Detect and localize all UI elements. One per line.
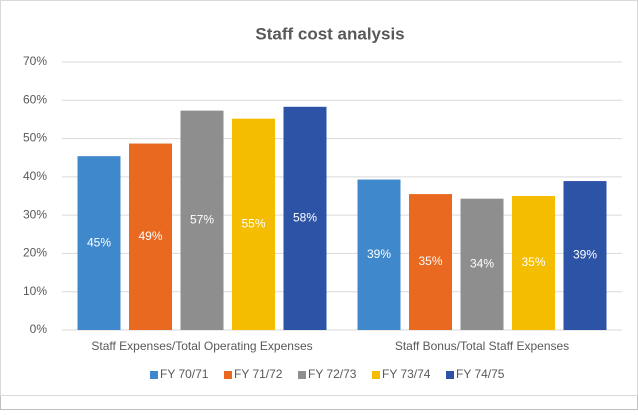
legend-label: FY 73/74 [382, 367, 431, 381]
bar [77, 156, 121, 330]
legend-swatch [372, 371, 380, 379]
bar [563, 181, 607, 330]
y-tick-label: 70% [23, 54, 47, 68]
x-tick-label: Staff Bonus/Total Staff Expenses [395, 339, 569, 353]
legend-swatch [298, 371, 306, 379]
data-label: 58% [293, 211, 317, 225]
bar [460, 198, 504, 330]
legend-label: FY 71/72 [234, 367, 283, 381]
data-label: 34% [470, 257, 494, 271]
data-label: 45% [87, 235, 111, 249]
y-tick-label: 20% [23, 246, 47, 260]
bar [357, 179, 401, 330]
y-tick-label: 50% [23, 131, 47, 145]
bar [512, 196, 555, 330]
y-tick-label: 30% [23, 207, 47, 221]
data-label: 57% [190, 212, 214, 226]
bar [180, 110, 224, 330]
legend-swatch [224, 371, 232, 379]
x-tick-label: Staff Expenses/Total Operating Expenses [91, 339, 312, 353]
data-label: 35% [521, 255, 545, 269]
data-label: 39% [367, 247, 391, 261]
y-tick-label: 0% [30, 322, 48, 336]
data-label: 39% [573, 248, 597, 262]
legend-label: FY 72/73 [308, 367, 357, 381]
legend-label: FY 74/75 [456, 367, 505, 381]
legend-label: FY 70/71 [160, 367, 209, 381]
y-tick-label: 10% [23, 284, 47, 298]
bar [409, 194, 452, 330]
data-label: 55% [241, 217, 265, 231]
y-tick-label: 40% [23, 169, 47, 183]
bar [232, 118, 275, 330]
bar [129, 143, 172, 330]
legend-swatch [446, 371, 454, 379]
data-label: 35% [418, 254, 442, 268]
chart-title: Staff cost analysis [255, 24, 404, 43]
bar [283, 106, 327, 331]
y-tick-label: 60% [23, 92, 47, 106]
data-label: 49% [138, 229, 162, 243]
legend-swatch [150, 371, 158, 379]
